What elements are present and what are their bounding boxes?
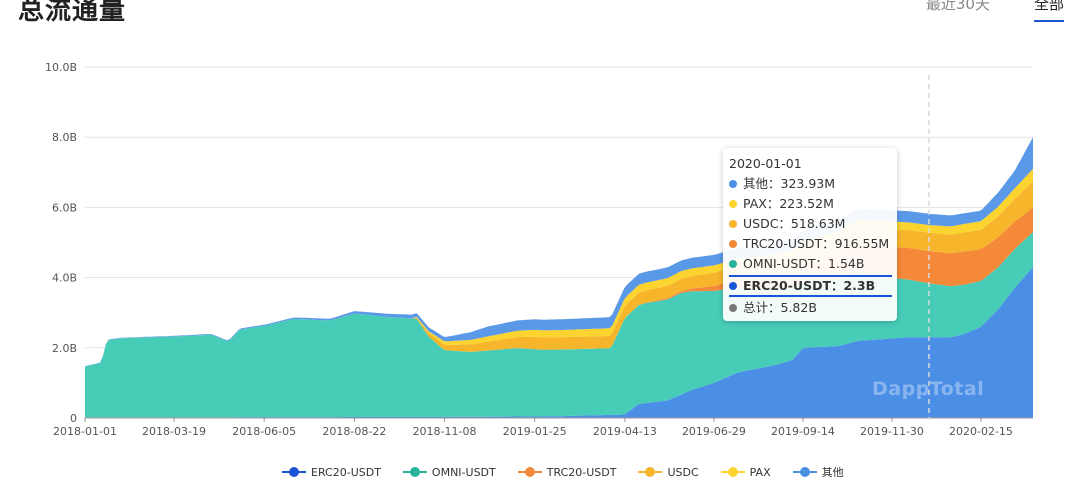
tooltip-row: 总计：5.82B: [729, 298, 892, 318]
legend-item[interactable]: USDC: [638, 464, 699, 480]
x-tick-label: 2018-06-05: [232, 425, 296, 438]
x-tick-label: 2018-08-22: [322, 425, 386, 438]
tab-last-30-days[interactable]: 最近30天: [925, 0, 990, 13]
tooltip-row-text: 其他：323.93M: [743, 176, 836, 191]
tooltip-row: 其他：323.93M: [729, 174, 892, 194]
tooltip-row-text: OMNI-USDT：1.54B: [743, 256, 865, 271]
legend-swatch-icon: [517, 467, 542, 477]
watermark-logo: DappTotal: [872, 378, 985, 400]
area-series--[interactable]: [85, 137, 1033, 367]
area-series-erc20-usdt[interactable]: [85, 267, 1033, 418]
series-dot-icon: [729, 220, 737, 228]
series-dot-icon: [729, 180, 737, 188]
x-tick-label: 2020-02-15: [949, 425, 1013, 438]
legend-dot-icon: [409, 467, 420, 477]
tooltip-row: ERC20-USDT：2.3B: [729, 275, 892, 297]
chart-tooltip: 2020-01-01 其他：323.93M PAX：223.52M USDC：518…: [723, 148, 897, 321]
x-tick-label: 2019-06-29: [682, 425, 746, 438]
x-tick-label: 2018-11-08: [413, 425, 477, 438]
y-tick-label: 10.0B: [45, 61, 77, 74]
tooltip-row: OMNI-USDT：1.54B: [729, 254, 892, 274]
area-series-omni-usdt[interactable]: [85, 232, 1033, 418]
legend-label: TRC20-USDT: [546, 465, 617, 479]
series-dot-icon: [729, 200, 737, 208]
legend-item[interactable]: OMNI-USDT: [402, 464, 496, 480]
series-dot-icon: [729, 282, 737, 290]
tooltip-row-text: 总计：5.82B: [743, 300, 817, 315]
x-tick-label: 2019-04-13: [593, 425, 657, 438]
tooltip-row: USDC：518.63M: [729, 214, 892, 234]
page-title: 总流通量: [18, 0, 127, 26]
legend-label: ERC20-USDT: [311, 465, 381, 479]
tooltip-row: PAX：223.52M: [729, 194, 892, 214]
x-tick-label: 2018-03-19: [142, 425, 206, 438]
x-tick-label: 2019-09-14: [771, 425, 835, 438]
legend-dot-icon: [289, 467, 299, 477]
y-tick-label: 0: [70, 412, 77, 425]
series-dot-icon: [729, 240, 737, 248]
legend-item[interactable]: 其他: [792, 464, 844, 480]
x-tick-label: 2018-01-01: [53, 425, 117, 438]
y-tick-label: 8.0B: [52, 131, 77, 144]
tooltip-row-text: TRC20-USDT：916.55M: [743, 236, 890, 251]
y-tick-label: 4.0B: [52, 272, 77, 285]
legend-item[interactable]: PAX: [720, 464, 771, 480]
legend-label: USDC: [667, 465, 699, 479]
tab-all[interactable]: 全部: [1033, 0, 1064, 22]
chart-legend: ERC20-USDT OMNI-USDT TRC20-USDT USDC PAX 其他: [282, 464, 844, 480]
tooltip-date: 2020-01-01: [729, 156, 802, 171]
axes: 0 2.0B 4.0B 6.0B 8.0B 10.0B 2018-01-01 2018-03-…: [45, 61, 1033, 438]
legend-item[interactable]: TRC20-USDT: [517, 464, 617, 480]
legend-swatch-icon: [720, 467, 745, 477]
legend-label: OMNI-USDT: [431, 465, 496, 479]
legend-label: 其他: [821, 466, 844, 479]
x-tick-label: 2019-11-30: [860, 425, 924, 438]
series-dot-icon: [729, 260, 737, 268]
tooltip-row: TRC20-USDT：916.55M: [729, 234, 892, 254]
legend-swatch-icon: [792, 467, 817, 477]
stacked-areas: [85, 137, 1033, 418]
legend-dot-icon: [799, 467, 810, 477]
x-tick-label: 2019-01-25: [503, 425, 567, 438]
range-tabs: 最近30天 全部: [926, 0, 1064, 22]
legend-swatch-icon: [638, 467, 663, 477]
tooltip-row-text: USDC：518.63M: [743, 216, 846, 231]
legend-dot-icon: [645, 467, 656, 477]
tooltip-row-text: PAX：223.52M: [743, 196, 834, 211]
legend-dot-icon: [727, 467, 738, 477]
legend-swatch-icon: [282, 467, 306, 477]
y-tick-label: 6.0B: [52, 201, 77, 214]
legend-label: PAX: [749, 465, 771, 479]
legend-dot-icon: [524, 467, 535, 477]
legend-item[interactable]: ERC20-USDT: [282, 464, 381, 480]
legend-swatch-icon: [402, 467, 427, 477]
y-tick-label: 2.0B: [52, 342, 77, 355]
tooltip-row-text: ERC20-USDT：2.3B: [743, 278, 876, 293]
series-dot-icon: [729, 304, 737, 312]
